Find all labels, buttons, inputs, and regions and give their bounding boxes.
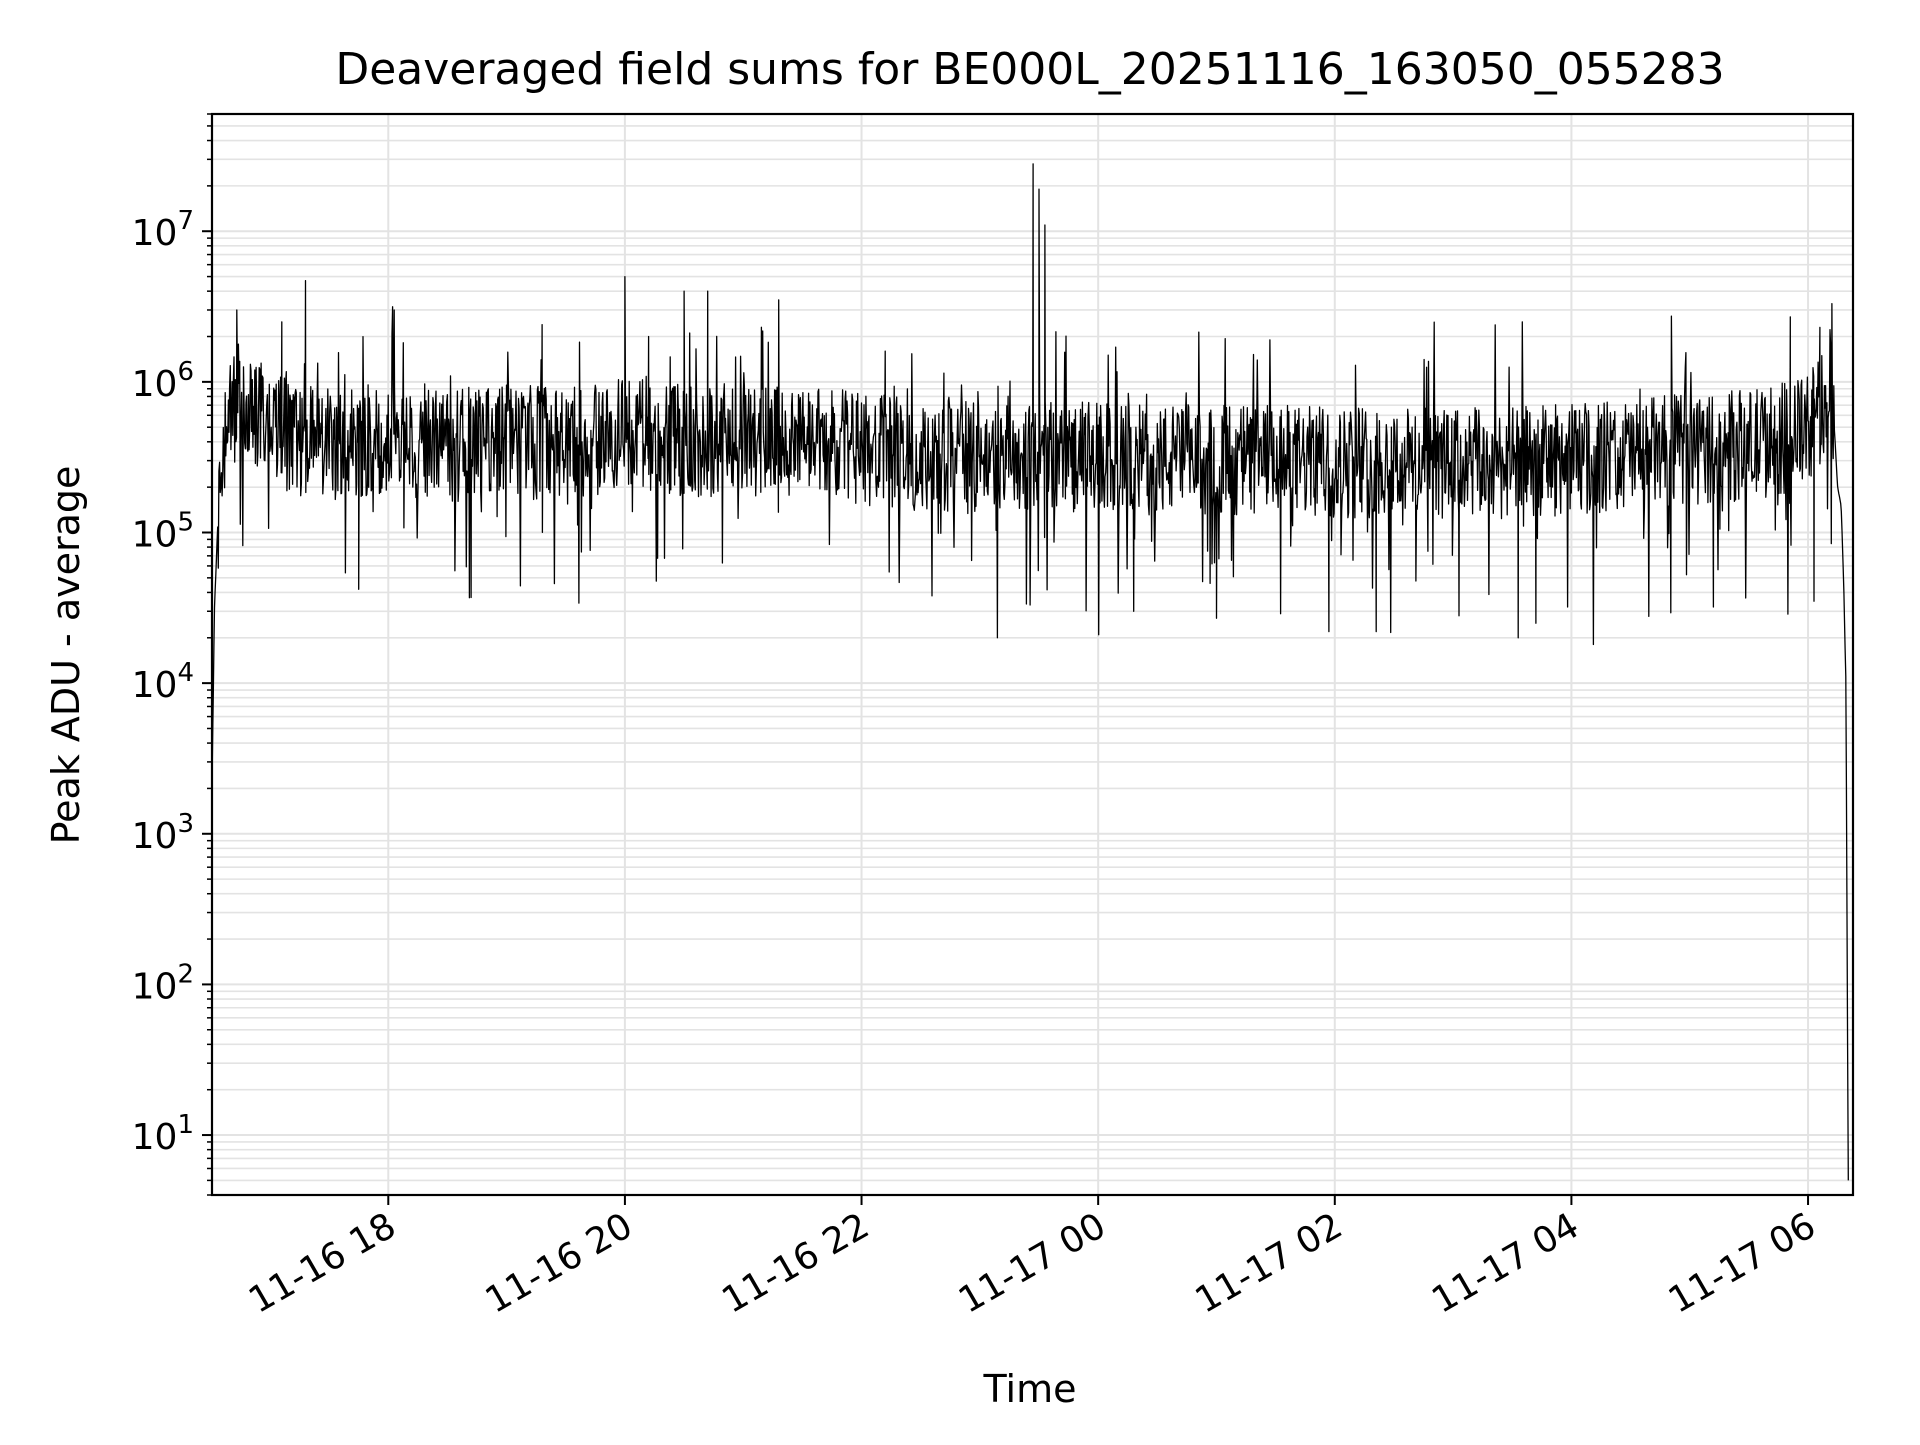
y-axis-label: Peak ADU - average — [44, 466, 88, 845]
y-tick-label: 103 — [132, 809, 194, 857]
plot-frame — [210, 112, 1855, 1197]
data-layer — [211, 163, 1849, 1181]
chart-title: Deaveraged field sums for BE000L_2025111… — [335, 44, 1724, 95]
y-tick-label: 106 — [132, 357, 194, 405]
y-tick-label: 102 — [132, 959, 194, 1007]
y-tick-label: 105 — [132, 507, 194, 555]
y-tick-label: 104 — [132, 658, 194, 706]
y-tick-label: 107 — [132, 206, 194, 254]
data-series-line — [211, 163, 1849, 1181]
y-tick-label: 101 — [132, 1110, 194, 1158]
tick-layer — [202, 113, 1810, 1205]
grid-layer — [212, 113, 1853, 1196]
x-axis-label: Time — [983, 1367, 1077, 1411]
